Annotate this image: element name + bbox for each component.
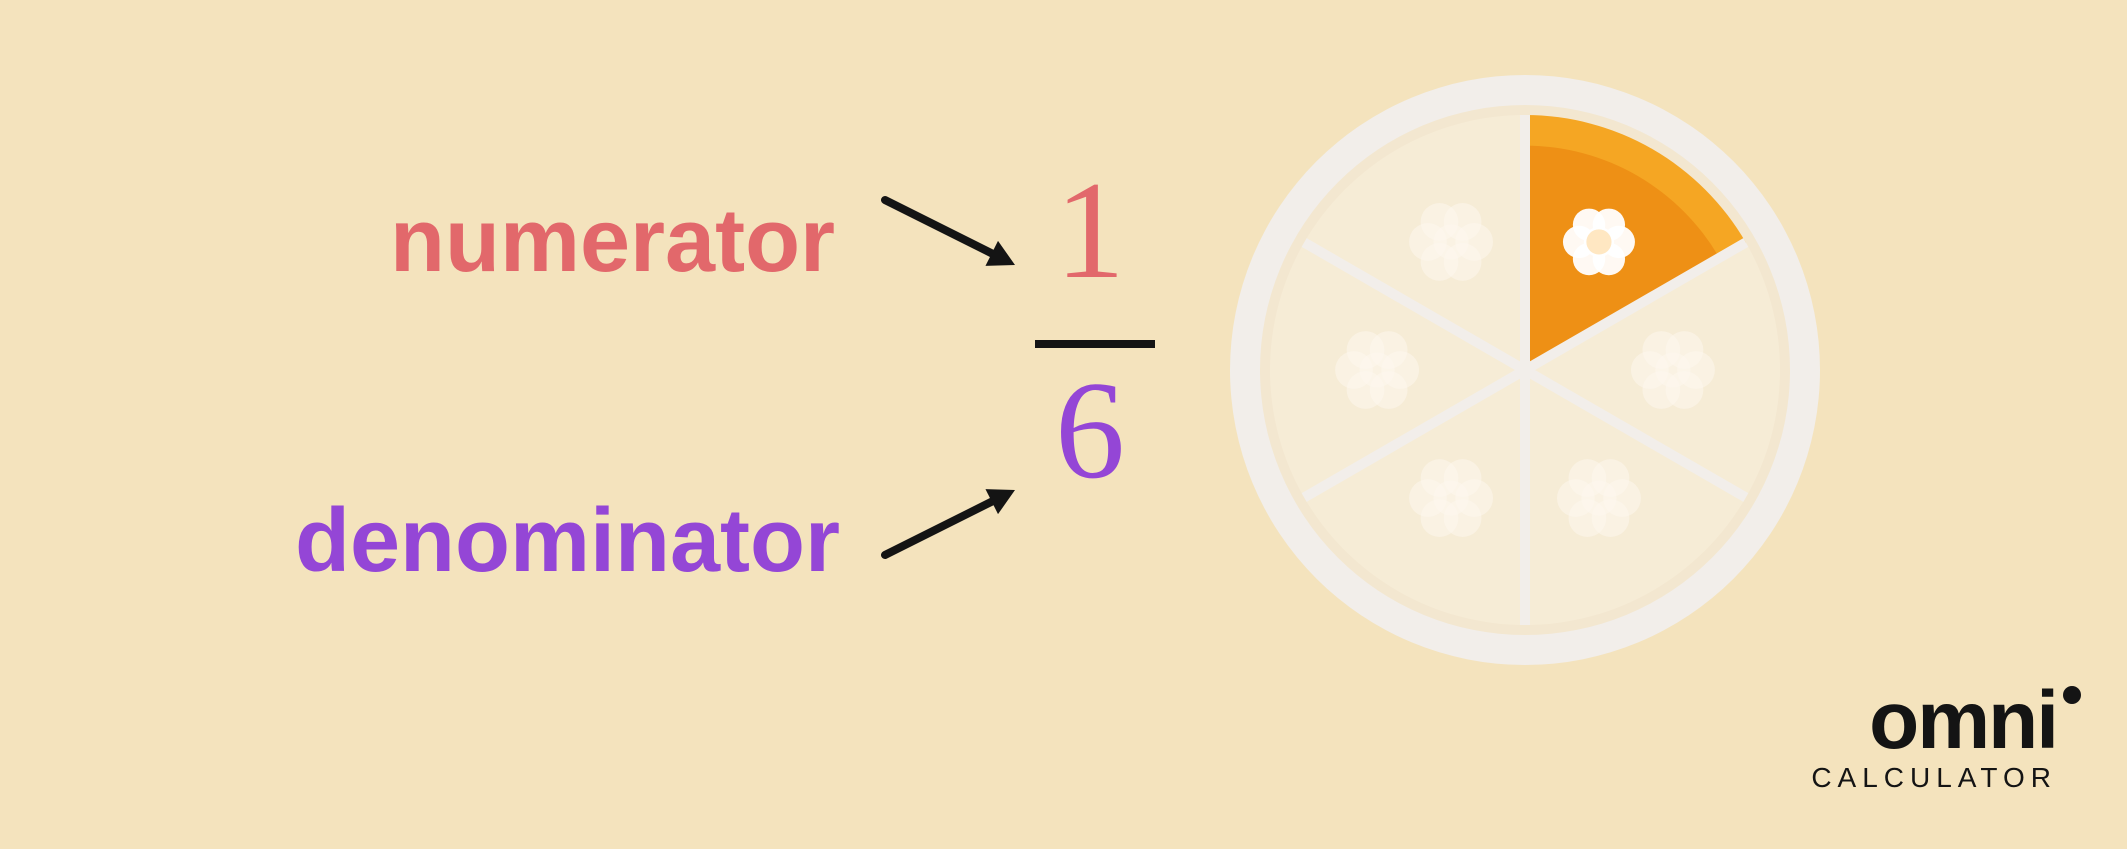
fraction-numerator: 1: [1055, 150, 1125, 311]
arrow-numerator-icon: [855, 170, 1055, 370]
logo-wordmark: omni: [1869, 675, 2057, 766]
arrow-denominator-icon: [855, 460, 1055, 660]
infographic-canvas: numerator denominator 1 6 omni CALCULATO…: [0, 0, 2127, 849]
pie-chart: [1220, 65, 1830, 675]
numerator-label: numerator: [390, 190, 835, 293]
logo-dot-icon: [2063, 686, 2081, 704]
denominator-label: denominator: [295, 490, 840, 593]
fraction-denominator: 6: [1055, 350, 1125, 511]
logo-top: omni: [1811, 680, 2057, 762]
logo-bottom: CALCULATOR: [1811, 762, 2057, 794]
omni-logo: omni CALCULATOR: [1811, 680, 2057, 794]
